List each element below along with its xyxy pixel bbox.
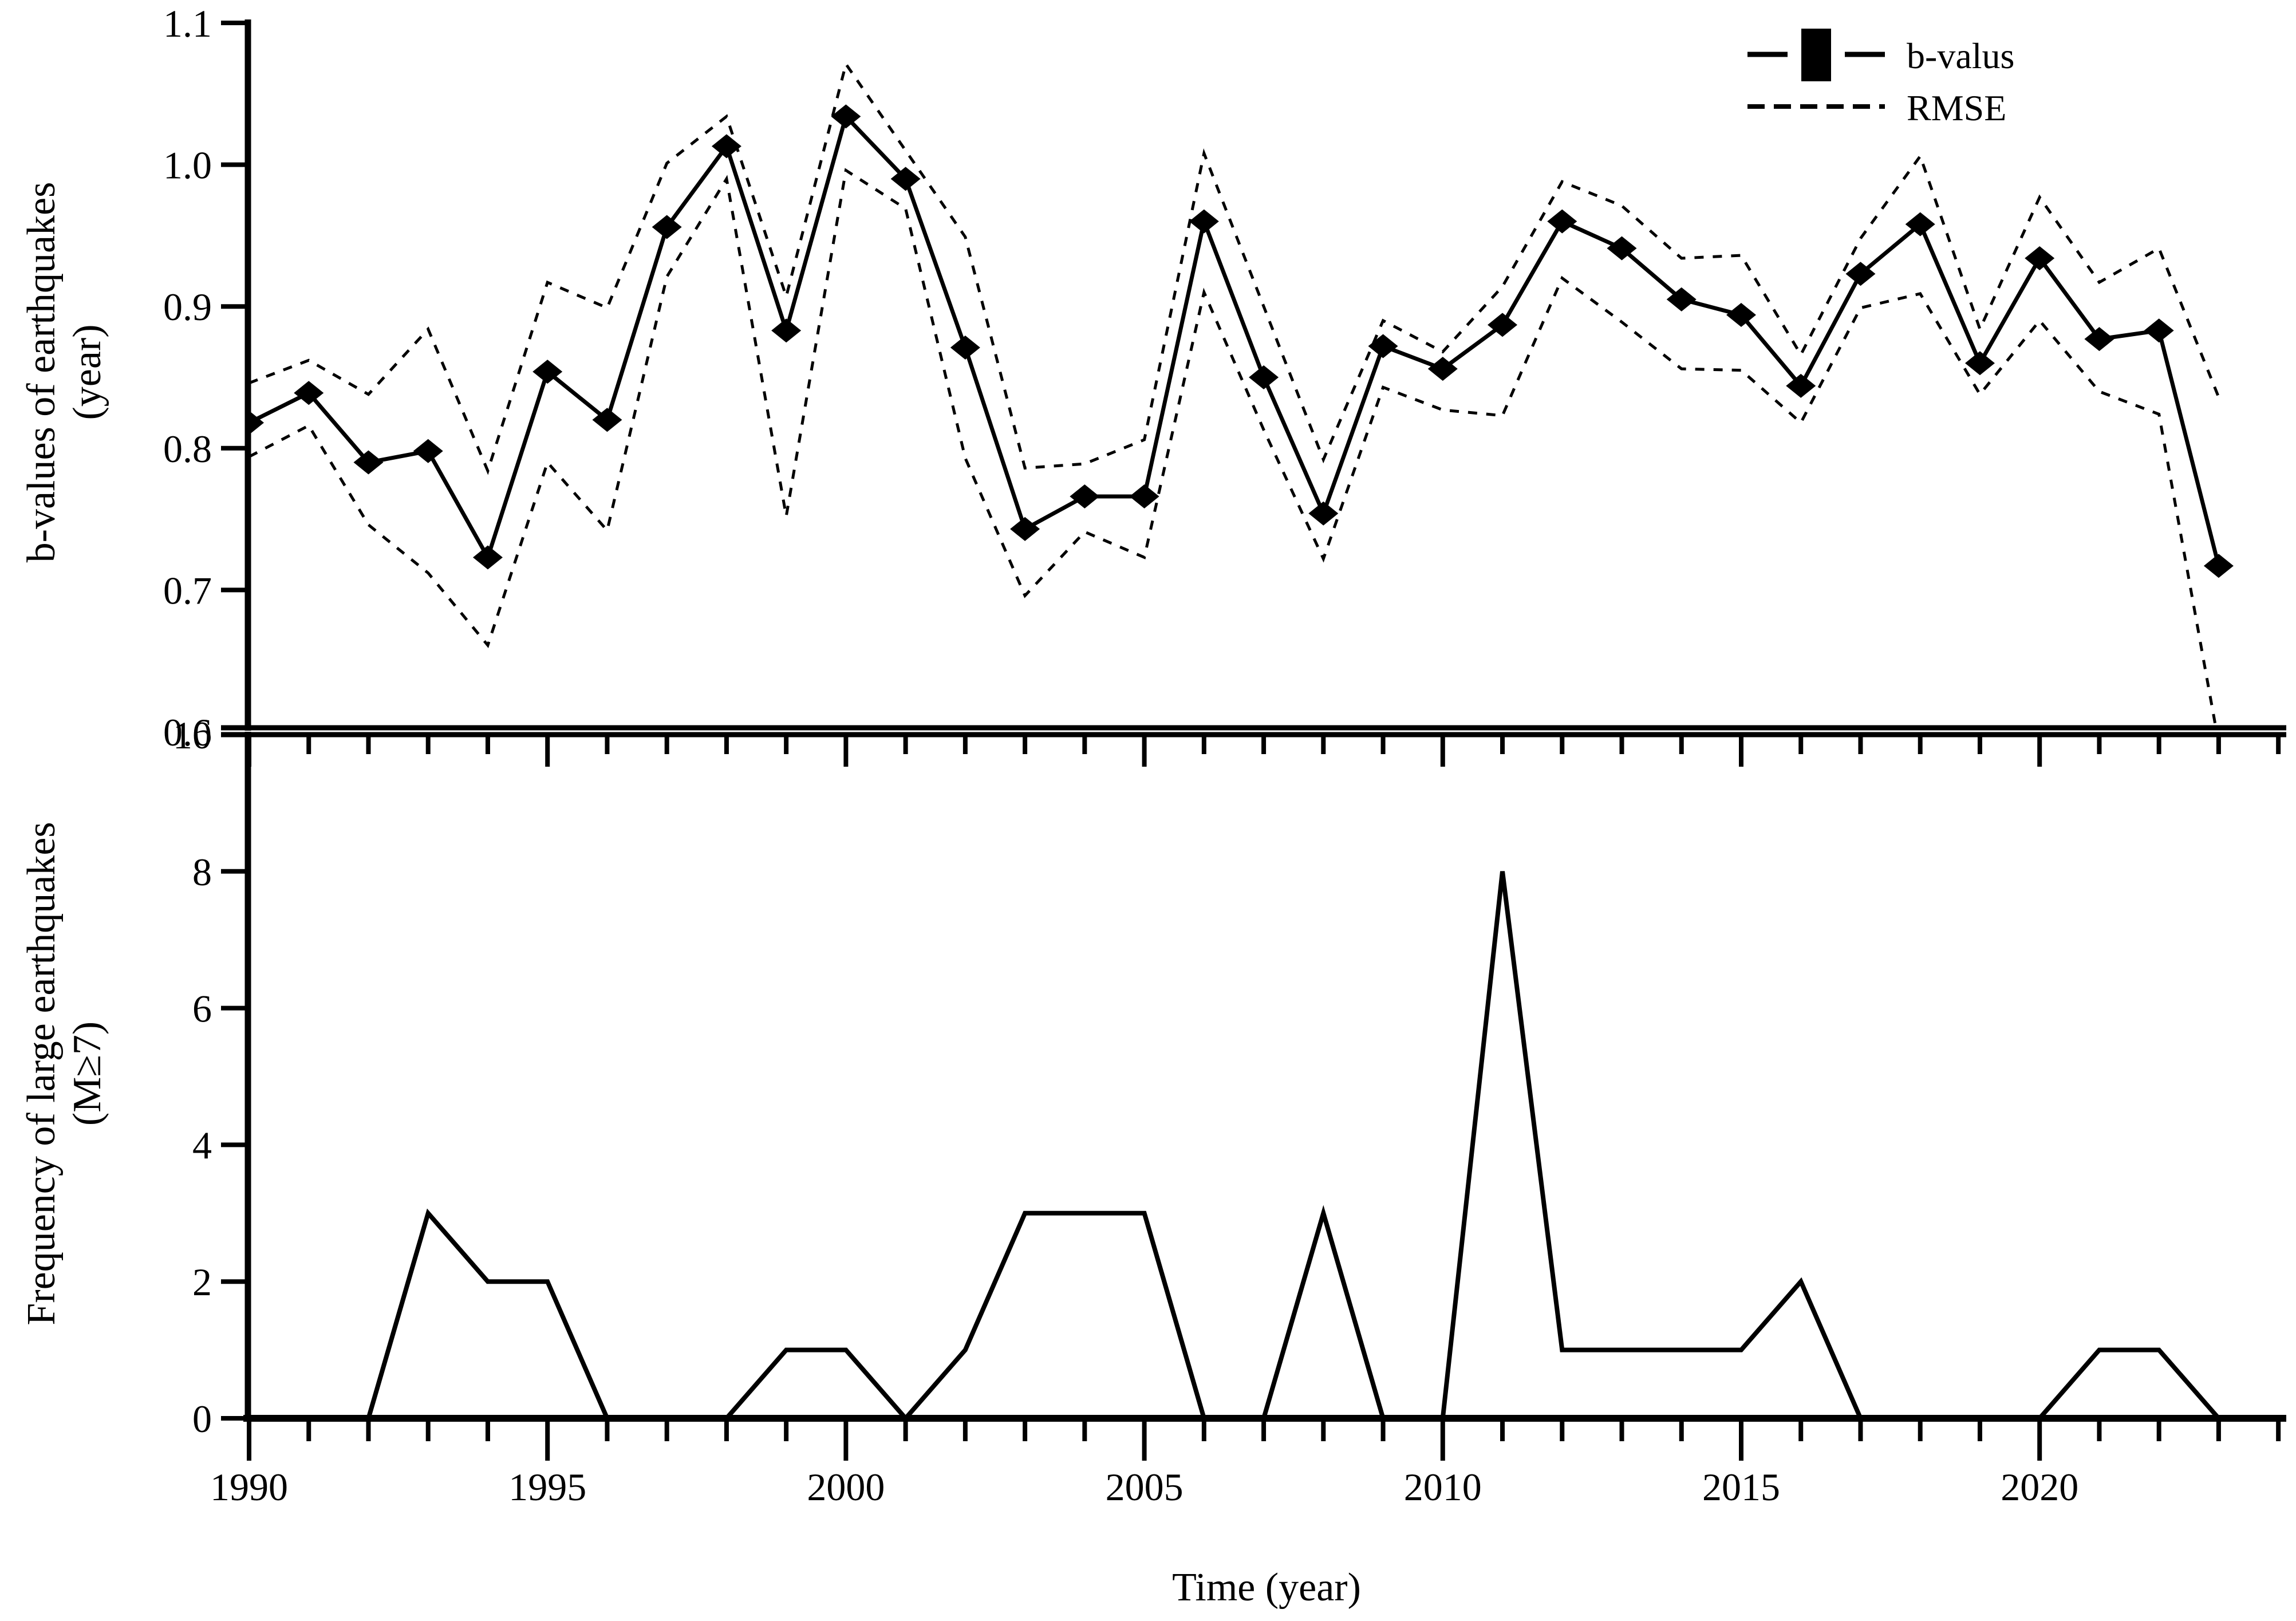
- x-tick-label: 2005: [1106, 1465, 1183, 1509]
- diamond-marker: [1607, 236, 1637, 261]
- diamond-marker: [413, 439, 443, 463]
- diamond-marker: [1010, 516, 1040, 541]
- diamond-marker: [1845, 262, 1876, 286]
- top-y-tick-label: 0.8: [163, 427, 212, 471]
- top-y-tick-label: 1.1: [163, 2, 212, 45]
- diamond-marker: [472, 545, 503, 570]
- bottom-y-tick-label: 4: [192, 1123, 212, 1167]
- diamond-marker: [771, 318, 802, 343]
- legend-item-rmse: RMSE: [1747, 88, 2006, 128]
- diamond-marker: [1786, 373, 1816, 398]
- diamond-marker: [250, 411, 264, 434]
- x-axis-title: Time (year): [1172, 1565, 1361, 1610]
- diamond-marker: [1368, 334, 1398, 358]
- diamond-marker: [652, 215, 682, 239]
- legend-label-bvalus: b-valus: [1907, 36, 2014, 76]
- diamond-marker: [1308, 501, 1339, 526]
- diamond-marker: [532, 360, 563, 384]
- top-y-tick-label: 0.7: [163, 569, 212, 612]
- x-tick-label: 2000: [807, 1465, 885, 1509]
- top-y-axis-title-line1: b-values of earthquakes: [19, 182, 64, 563]
- b-value-markers: [250, 104, 2234, 578]
- diamond-marker: [294, 381, 324, 405]
- bottom-y-axis-title-line2: (M≥7): [65, 1021, 109, 1126]
- diamond-marker: [890, 167, 921, 191]
- bottom-y-tick-label: 0: [192, 1397, 212, 1441]
- x-tick-label: 1990: [210, 1465, 288, 1509]
- x-tick-label: 2015: [1702, 1465, 1780, 1509]
- diamond-marker: [2203, 554, 2234, 578]
- x-tick-label: 2020: [2001, 1465, 2078, 1509]
- bottom-y-axis-title-line1: Frequency of large earthquakes: [19, 822, 64, 1325]
- rmse-lower-line: [250, 168, 2218, 732]
- diamond-marker: [950, 336, 980, 360]
- diamond-marker: [831, 104, 861, 129]
- diamond-marker: [2025, 246, 2055, 271]
- b-value-line: [250, 112, 2221, 567]
- diamond-marker: [1427, 357, 1458, 381]
- diamond-marker: [2144, 318, 2174, 343]
- diamond-marker: [711, 134, 741, 159]
- diamond-marker: [1666, 287, 1697, 311]
- x-tick-label: 1995: [508, 1465, 586, 1509]
- legend: b-valus RMSE: [1747, 29, 2014, 128]
- diamond-marker: [1547, 209, 1577, 234]
- diamond-marker: [2084, 327, 2114, 352]
- frequency-line: [250, 871, 2220, 1419]
- top-y-tick-label: 0.9: [163, 285, 212, 329]
- diamond-marker: [592, 408, 622, 432]
- diamond-marker: [1249, 365, 1279, 389]
- top-y-axis-title-line2: (year): [65, 324, 109, 420]
- bottom-y-tick-label: 8: [192, 850, 212, 894]
- diamond-marker: [353, 450, 384, 475]
- diamond-marker: [1964, 351, 1995, 376]
- legend-label-rmse: RMSE: [1907, 88, 2006, 128]
- legend-item-bvalus: b-valus: [1747, 29, 2014, 81]
- top-y-tick-label: 0.6: [163, 711, 212, 754]
- bottom-y-tick-label: 2: [192, 1260, 212, 1304]
- bvalus-square-marker-icon: [1801, 29, 1831, 81]
- plot-layers: 1.1 1.0 0.9 0.8 0.7 0.610 8 6 4 2 0 1990 1995 2000 200…: [163, 2, 2286, 1509]
- diamond-marker: [1726, 303, 1756, 328]
- diamond-marker: [1070, 484, 1100, 508]
- top-y-tick-label: 1.0: [163, 144, 212, 187]
- diamond-marker: [1129, 484, 1159, 508]
- diamond-marker: [1189, 209, 1219, 234]
- rmse-upper-line: [250, 60, 2220, 475]
- diamond-marker: [1905, 212, 1935, 236]
- bottom-y-tick-label: 10: [173, 713, 212, 757]
- diamond-marker: [1488, 313, 1518, 337]
- x-tick-label: 2010: [1404, 1465, 1482, 1509]
- bottom-y-tick-label: 6: [192, 987, 212, 1031]
